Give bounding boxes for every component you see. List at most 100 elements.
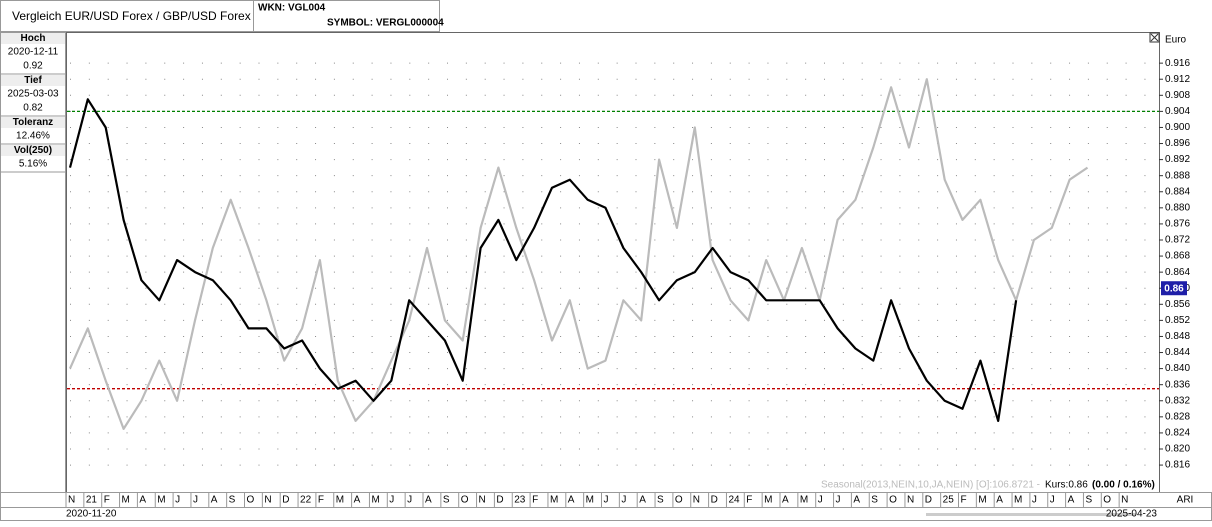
- x-tick-label: J: [604, 495, 609, 506]
- plot-frame: [66, 32, 1160, 493]
- last-price-label: 0.86: [1164, 283, 1184, 294]
- y-tick-label: 0.836: [1165, 379, 1190, 390]
- x-tick-label: D: [282, 495, 289, 506]
- x-tick-label: 24: [728, 495, 740, 506]
- x-tick-label: N: [264, 495, 271, 506]
- chart-title: Vergleich EUR/USD Forex / GBP/USD Forex: [12, 9, 251, 23]
- y-axis-label: Euro: [1165, 35, 1187, 46]
- stat-value: 5.16%: [19, 159, 47, 170]
- y-tick-label: 0.884: [1165, 186, 1190, 197]
- close-icon-cross: [1150, 33, 1159, 42]
- x-tick-label: 22: [300, 495, 312, 506]
- y-tick-label: 0.820: [1165, 444, 1190, 455]
- stat-value: 0.82: [23, 103, 43, 114]
- x-tick-label: J: [818, 495, 823, 506]
- end-date: 2025-04-23: [1106, 509, 1158, 520]
- last-price-marker: [1161, 281, 1187, 296]
- x-tick-label: A: [568, 495, 575, 506]
- y-tick-label: 0.844: [1165, 347, 1190, 358]
- x-tick-label: F: [532, 495, 538, 506]
- x-tick-label: O: [675, 495, 683, 506]
- y-tick-label: 0.872: [1165, 235, 1190, 246]
- start-date: 2020-11-20: [66, 509, 117, 520]
- x-tick-label: M: [550, 495, 558, 506]
- x-tick-label: A: [139, 495, 146, 506]
- y-tick-label: 0.828: [1165, 411, 1190, 422]
- scrollbar[interactable]: [926, 513, 1136, 516]
- x-tick-label: J: [389, 495, 394, 506]
- seasonal-info: Seasonal(2013,NEIN,10,JA,NEIN) [O]:106.8…: [821, 480, 1040, 491]
- x-tick-label: A: [996, 495, 1003, 506]
- y-tick-label: 0.864: [1165, 267, 1190, 278]
- y-tick-label: 0.908: [1165, 90, 1190, 101]
- stat-value: 0.92: [23, 61, 43, 72]
- kurs: Kurs:0.86: [1045, 480, 1088, 491]
- y-tick-label: 0.904: [1165, 106, 1190, 117]
- y-tick-label: 0.896: [1165, 138, 1190, 149]
- y-tick-label: 0.852: [1165, 315, 1190, 326]
- y-tick-label: 0.868: [1165, 251, 1190, 262]
- x-tick-label: F: [961, 495, 967, 506]
- x-tick-label: N: [693, 495, 700, 506]
- y-tick-label: 0.876: [1165, 219, 1190, 230]
- stat-label: Toleranz: [13, 117, 53, 128]
- y-tick-label: 0.824: [1165, 428, 1190, 439]
- stat-label: Vol(250): [14, 145, 52, 156]
- x-tick-label: S: [1085, 495, 1092, 506]
- y-tick-label: 0.892: [1165, 154, 1190, 165]
- x-tick-label: 23: [514, 495, 526, 506]
- y-tick-label: 0.856: [1165, 299, 1190, 310]
- y-tick-label: 0.880: [1165, 202, 1190, 213]
- x-tick-label: 25: [943, 495, 955, 506]
- stat-date: 2020-12-11: [8, 47, 59, 58]
- y-tick-label: 0.816: [1165, 460, 1190, 471]
- x-tick-label: F: [104, 495, 110, 506]
- x-tick-label: M: [800, 495, 808, 506]
- x-tick-label: O: [1103, 495, 1111, 506]
- y-tick-label: 0.916: [1165, 58, 1190, 69]
- x-tick-label: O: [247, 495, 255, 506]
- y-tick-label: 0.888: [1165, 170, 1190, 181]
- x-tick-label: A: [639, 495, 646, 506]
- x-tick-label: S: [229, 495, 236, 506]
- x-tick-label: J: [1032, 495, 1037, 506]
- x-tick-label: D: [925, 495, 932, 506]
- x-tick-label: N: [479, 495, 486, 506]
- series-line: [68, 98, 1018, 422]
- x-tick-label: S: [443, 495, 450, 506]
- x-tick-label: N: [1121, 495, 1128, 506]
- x-tick-label: M: [586, 495, 594, 506]
- wkn: WKN: VGL004: [258, 3, 326, 14]
- title-box: [0, 0, 254, 32]
- x-tick-label: J: [836, 495, 841, 506]
- y-tick-label: 0.848: [1165, 331, 1190, 342]
- x-tick-label: A: [354, 495, 361, 506]
- y-tick-label: 0.900: [1165, 122, 1190, 133]
- stat-header: [1, 145, 65, 156]
- x-tick-label: O: [889, 495, 897, 506]
- stat-date: 2025-03-03: [7, 89, 59, 100]
- x-tick-label: S: [871, 495, 878, 506]
- x-tick-label: M: [122, 495, 130, 506]
- stat-header: [1, 33, 65, 44]
- symbol: SYMBOL: VERGL000004: [327, 18, 444, 29]
- info-box: [253, 0, 440, 32]
- x-tick-label: J: [193, 495, 198, 506]
- y-tick-label: 0.832: [1165, 395, 1190, 406]
- stats: Hoch 2020-12-11 0.92 Tief 2025-03-03 0.82 Tole…: [1, 33, 65, 173]
- x-tick-label: F: [318, 495, 324, 506]
- x-tick-label: M: [336, 495, 344, 506]
- stat-header: [1, 75, 65, 86]
- x-tick-label: M: [157, 495, 165, 506]
- y-tick-label: 0.912: [1165, 74, 1190, 85]
- x-tick-label: 21: [86, 495, 98, 506]
- x-tick-label: A: [1068, 495, 1075, 506]
- x-tick-label: M: [978, 495, 986, 506]
- corner-label: ARI: [1177, 495, 1194, 506]
- x-tick-label: A: [425, 495, 432, 506]
- x-tick-label: N: [907, 495, 914, 506]
- x-tick-label: M: [764, 495, 772, 506]
- x-tick-label: O: [461, 495, 469, 506]
- x-tick-label: S: [657, 495, 664, 506]
- x-tick-label: M: [371, 495, 379, 506]
